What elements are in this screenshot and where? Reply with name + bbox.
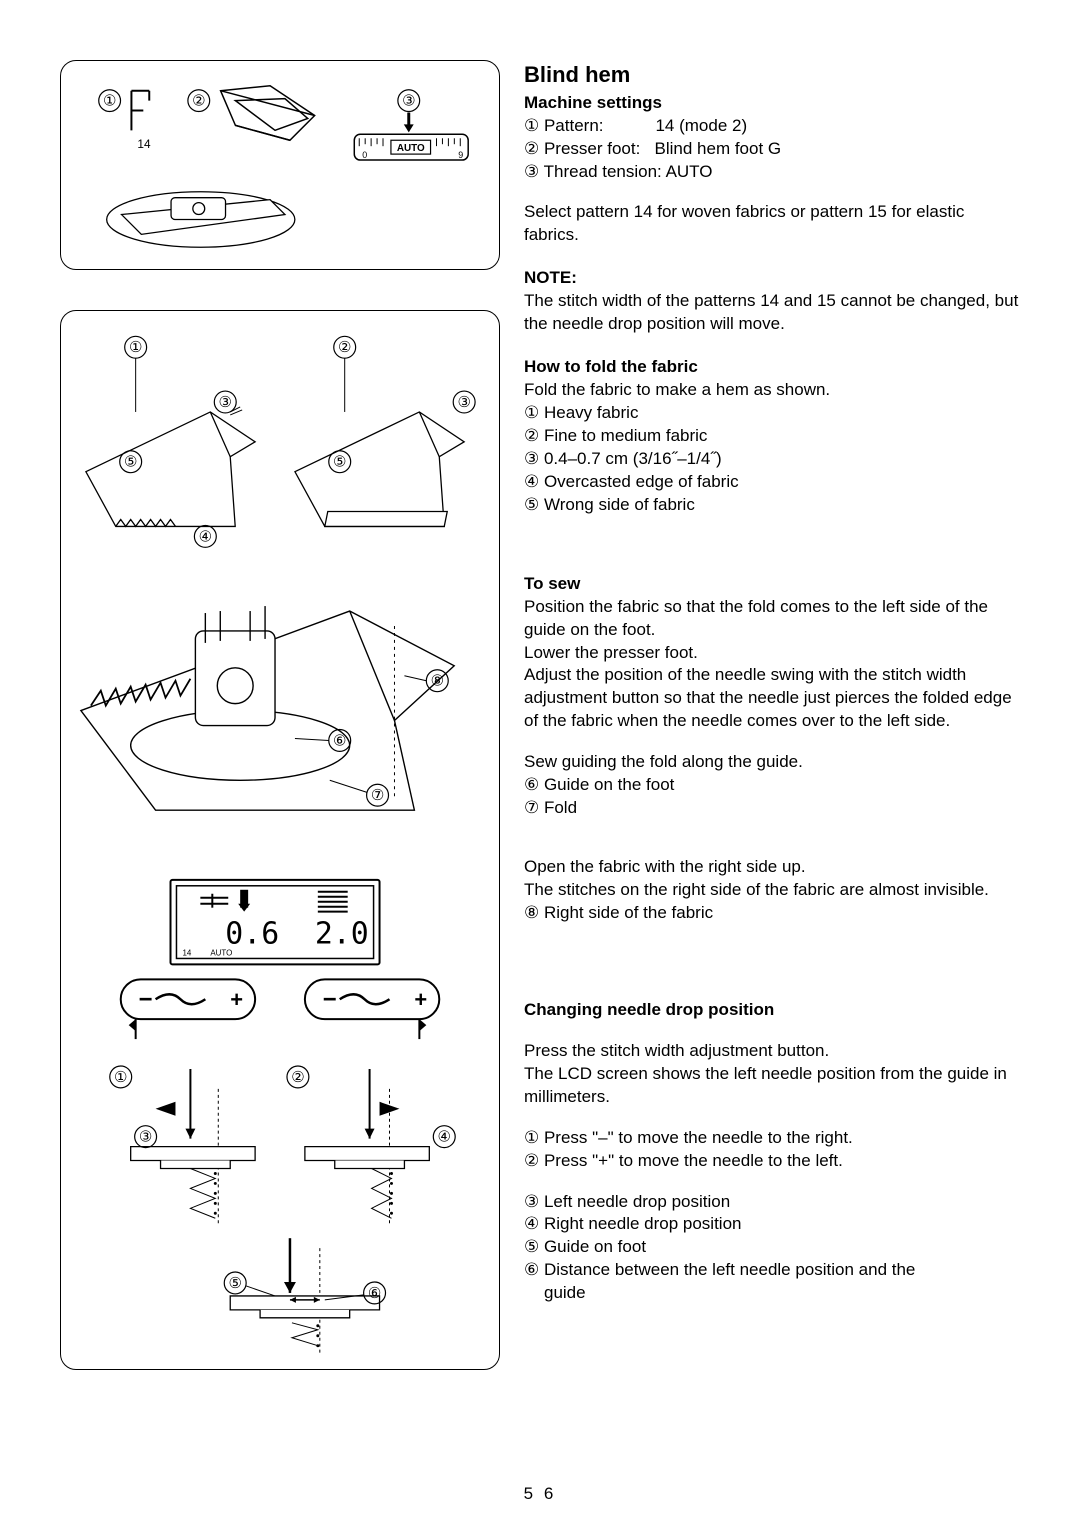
change-item-6: ⑥ Distance between the left needle posit… — [524, 1259, 1020, 1282]
tosew-heading: To sew — [524, 573, 1020, 596]
tosew-item-7: ⑦ Fold — [524, 797, 1020, 820]
fig2-c6: ⑥ — [333, 732, 346, 749]
figures-column: ① 14 ② ③ AUTO — [60, 60, 500, 1370]
open-p1: Open the fabric with the right side up. — [524, 856, 1020, 879]
fig2b-c6: ⑥ — [368, 1285, 381, 1302]
fig2-c3a: ③ — [219, 394, 232, 411]
fig2b-c4: ④ — [438, 1129, 451, 1146]
change-p2: The LCD screen shows the left needle pos… — [524, 1063, 1020, 1109]
change-p1: Press the stitch width adjustment button… — [524, 1040, 1020, 1063]
fig2-c2: ② — [338, 339, 351, 356]
fold-heading: How to fold the fabric — [524, 356, 1020, 379]
open-item-8: ⑧ Right side of the fabric — [524, 902, 1020, 925]
fig2-c5b: ⑤ — [333, 454, 346, 471]
fig2b-c5: ⑤ — [229, 1275, 242, 1292]
minus-2: − — [323, 986, 337, 1013]
setting-presser-foot: ② Presser foot: Blind hem foot G — [524, 138, 1020, 161]
fold-intro: Fold the fabric to make a hem as shown. — [524, 379, 1020, 402]
fig2b-c3: ③ — [139, 1129, 152, 1146]
change-heading: Changing needle drop position — [524, 999, 1020, 1022]
fig1-callout-1: ① — [103, 94, 116, 110]
fig2-c3b: ③ — [457, 394, 470, 411]
lcd-right: 2.0 — [315, 917, 369, 952]
fold-item-2: ② Fine to medium fabric — [524, 425, 1020, 448]
change-item-1: ① Press "–" to move the needle to the ri… — [524, 1127, 1020, 1150]
fig2b-c2: ② — [291, 1069, 304, 1086]
change-item-3: ③ Left needle drop position — [524, 1191, 1020, 1214]
minus-1: − — [139, 986, 153, 1013]
fig1-dial-9: 9 — [458, 150, 463, 160]
page-number: 5 6 — [0, 1484, 1080, 1504]
setting-thread-tension: ③ Thread tension: AUTO — [524, 161, 1020, 184]
page-title: Blind hem — [524, 60, 1020, 90]
tosew-item-6: ⑥ Guide on the foot — [524, 774, 1020, 797]
tosew-p2: Lower the presser foot. — [524, 642, 1020, 665]
setting-pattern: ① Pattern: 14 (mode 2) — [524, 115, 1020, 138]
lcd-auto: AUTO — [210, 948, 232, 957]
figure-machine-settings: ① 14 ② ③ AUTO — [60, 60, 500, 270]
lcd-left: 0.6 — [225, 917, 279, 952]
tosew-p4: Sew guiding the fold along the guide. — [524, 751, 1020, 774]
fig1-dial-auto: AUTO — [397, 143, 425, 154]
fold-item-1: ① Heavy fabric — [524, 402, 1020, 425]
tosew-p1: Position the fabric so that the fold com… — [524, 596, 1020, 642]
change-item-6b: guide — [524, 1282, 1020, 1305]
fig2-c7: ⑦ — [371, 787, 384, 804]
change-item-5: ⑤ Guide on foot — [524, 1236, 1020, 1259]
fig1-callout-3: ③ — [402, 94, 415, 110]
fold-item-5: ⑤ Wrong side of fabric — [524, 494, 1020, 517]
fig1-callout-2: ② — [192, 94, 205, 110]
tosew-p3: Adjust the position of the needle swing … — [524, 664, 1020, 733]
fig2-c5a: ⑤ — [124, 454, 137, 471]
figure-procedure: ① ⑤ ③ ④ ② — [60, 310, 500, 1370]
fig2-c4: ④ — [199, 528, 212, 545]
machine-settings-heading: Machine settings — [524, 92, 1020, 115]
note-body: The stitch width of the patterns 14 and … — [524, 290, 1020, 336]
plus-2: + — [414, 987, 427, 1012]
fig1-pattern-number: 14 — [137, 137, 151, 151]
fig2-c8: ⑧ — [431, 673, 444, 690]
intro-text: Select pattern 14 for woven fabrics or p… — [524, 201, 1020, 247]
fig2b-c1: ① — [114, 1069, 127, 1086]
lcd-14: 14 — [182, 948, 191, 957]
fold-item-4: ④ Overcasted edge of fabric — [524, 471, 1020, 494]
open-p2: The stitches on the right side of the fa… — [524, 879, 1020, 902]
plus-1: + — [230, 987, 243, 1012]
fig1-dial-0: 0 — [362, 150, 367, 160]
note-heading: NOTE: — [524, 267, 1020, 290]
change-item-4: ④ Right needle drop position — [524, 1213, 1020, 1236]
fold-item-3: ③ 0.4–0.7 cm (3/16˝–1/4˝) — [524, 448, 1020, 471]
text-column: Blind hem Machine settings ① Pattern: 14… — [524, 60, 1020, 1370]
fig2-c1: ① — [129, 339, 142, 356]
change-item-2: ② Press "+" to move the needle to the le… — [524, 1150, 1020, 1173]
